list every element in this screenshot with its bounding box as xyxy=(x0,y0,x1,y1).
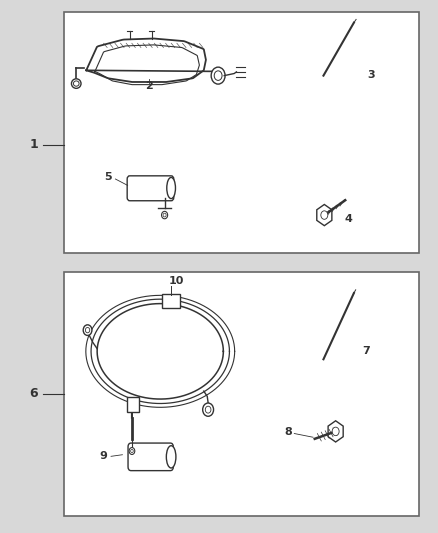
Text: 2: 2 xyxy=(145,81,153,91)
Ellipse shape xyxy=(129,448,135,455)
Ellipse shape xyxy=(203,403,214,416)
FancyBboxPatch shape xyxy=(127,397,139,412)
Ellipse shape xyxy=(211,67,225,84)
Text: 3: 3 xyxy=(367,70,374,79)
Ellipse shape xyxy=(162,212,168,219)
Ellipse shape xyxy=(74,81,79,86)
Ellipse shape xyxy=(166,446,176,468)
Ellipse shape xyxy=(332,427,339,435)
Text: 4: 4 xyxy=(345,214,353,224)
FancyBboxPatch shape xyxy=(128,443,173,471)
Ellipse shape xyxy=(214,71,222,80)
Bar xyxy=(64,272,419,516)
Ellipse shape xyxy=(71,79,81,88)
Text: 8: 8 xyxy=(285,427,293,438)
Bar xyxy=(64,12,419,253)
Ellipse shape xyxy=(83,325,92,335)
Ellipse shape xyxy=(205,406,211,413)
Ellipse shape xyxy=(321,211,328,219)
Ellipse shape xyxy=(163,213,166,217)
Text: 6: 6 xyxy=(30,387,39,400)
FancyBboxPatch shape xyxy=(127,176,174,201)
Ellipse shape xyxy=(85,327,90,333)
Text: 5: 5 xyxy=(104,172,112,182)
FancyBboxPatch shape xyxy=(162,294,180,308)
Ellipse shape xyxy=(131,449,133,453)
Ellipse shape xyxy=(167,177,176,199)
Text: 7: 7 xyxy=(363,346,371,357)
Text: 9: 9 xyxy=(100,451,108,462)
Text: 1: 1 xyxy=(30,138,39,151)
Text: 10: 10 xyxy=(169,276,184,286)
